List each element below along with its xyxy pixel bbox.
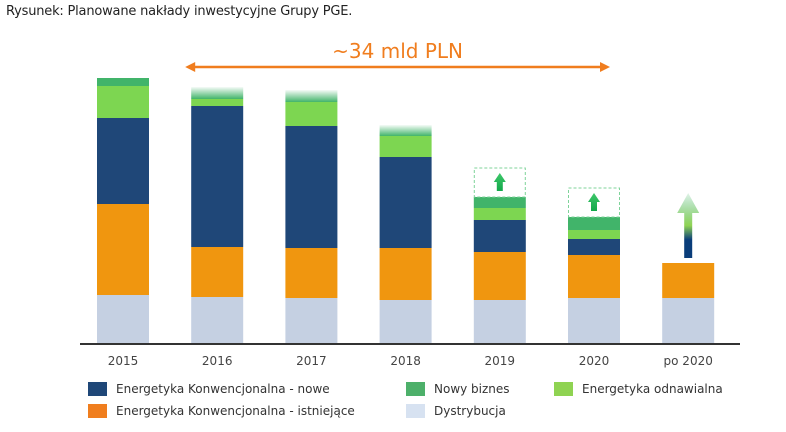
legend-label: Energetyka Konwencjonalna - istniejące xyxy=(116,404,355,418)
bar-dystrybucja-po-2020 xyxy=(662,298,715,343)
bar-energetyka-konwencjonalna-istniejace-2016 xyxy=(191,247,244,297)
x-tick-label: 2018 xyxy=(390,354,421,368)
x-tick-label: 2016 xyxy=(202,354,233,368)
bar-energetyka-konwencjonalna-nowe-2019 xyxy=(473,220,526,252)
bar-energetyka-odnawialna-2015 xyxy=(97,86,149,118)
bar-energetyka-odnawialna-2019 xyxy=(473,208,526,220)
up-arrow-icon xyxy=(677,193,700,258)
legend-label: Energetyka Konwencjonalna - nowe xyxy=(116,382,330,396)
legend-swatch xyxy=(406,404,425,418)
legend-item-energetyka-konwencjonalna-istniejace: Energetyka Konwencjonalna - istniejące xyxy=(88,404,355,418)
legend-swatch xyxy=(554,382,573,396)
bar-dystrybucja-2018 xyxy=(379,300,432,343)
uncertain-top-2017 xyxy=(285,90,338,102)
bar-energetyka-konwencjonalna-istniejace-2020 xyxy=(568,255,620,298)
x-tick-label: 2017 xyxy=(296,354,327,368)
stacked-bar-chart: ~34 mld PLN 2015 2016 2017 2018 2019 2020 po 2… xyxy=(80,39,740,368)
legend-item-energetyka-odnawialna: Energetyka odnawialna xyxy=(554,382,723,396)
bar-energetyka-odnawialna-2020 xyxy=(568,230,620,239)
bar-energetyka-konwencjonalna-nowe-2018 xyxy=(379,157,432,248)
bar-dystrybucja-2017 xyxy=(285,298,338,343)
bar-nowy-biznes-2015 xyxy=(97,78,149,86)
x-tick-label: po 2020 xyxy=(664,354,713,368)
uncertain-box-2020 xyxy=(568,187,620,218)
legend-item-dystrybucja: Dystrybucja xyxy=(406,404,506,418)
bar-energetyka-konwencjonalna-istniejace-po-2020 xyxy=(662,263,715,298)
total-annotation: ~34 mld PLN xyxy=(185,39,610,72)
legend-label: Dystrybucja xyxy=(434,404,506,418)
legend-label: Energetyka odnawialna xyxy=(582,382,723,396)
bar-nowy-biznes-2020 xyxy=(568,217,620,230)
bar-energetyka-konwencjonalna-istniejace-2018 xyxy=(379,248,432,300)
bar-energetyka-konwencjonalna-istniejace-2017 xyxy=(285,248,338,298)
up-arrow-icon xyxy=(493,173,506,191)
bar-energetyka-konwencjonalna-nowe-2020 xyxy=(568,239,620,255)
legend-swatch xyxy=(88,404,107,418)
bar-energetyka-konwencjonalna-istniejace-2019 xyxy=(473,252,526,300)
bar-energetyka-konwencjonalna-nowe-2017 xyxy=(285,126,338,248)
arrow-left-icon xyxy=(185,62,196,72)
x-tick-label: 2015 xyxy=(108,354,139,368)
legend-swatch xyxy=(88,382,107,396)
bar-dystrybucja-2016 xyxy=(191,297,244,343)
uncertain-box-2019 xyxy=(473,167,526,198)
bar-nowy-biznes-2019 xyxy=(473,197,526,208)
bar-energetyka-odnawialna-2018 xyxy=(379,136,432,157)
figure-caption: Rysunek: Planowane nakłady inwestycyjne … xyxy=(6,4,353,19)
bar-energetyka-konwencjonalna-nowe-2016 xyxy=(191,106,244,247)
legend-swatch xyxy=(406,382,425,396)
x-tick-label: 2019 xyxy=(485,354,516,368)
x-tick-label: 2020 xyxy=(579,354,610,368)
uncertain-top-2018 xyxy=(379,125,432,136)
bar-dystrybucja-2015 xyxy=(97,295,149,343)
uncertain-top-2016 xyxy=(191,87,244,99)
bar-dystrybucja-2019 xyxy=(473,300,526,343)
bar-dystrybucja-2020 xyxy=(568,298,620,343)
bar-energetyka-odnawialna-2017 xyxy=(285,102,338,126)
legend-label: Nowy biznes xyxy=(434,382,510,396)
legend-item-nowy-biznes: Nowy biznes xyxy=(406,382,510,396)
bar-energetyka-konwencjonalna-nowe-2015 xyxy=(97,118,149,204)
bar-energetyka-konwencjonalna-istniejace-2015 xyxy=(97,204,149,295)
arrow-right-icon xyxy=(600,62,610,72)
legend-item-energetyka-konwencjonalna-nowe: Energetyka Konwencjonalna - nowe xyxy=(88,382,330,396)
up-arrow-icon xyxy=(588,193,600,211)
annotation-label: ~34 mld PLN xyxy=(332,39,463,63)
bar-energetyka-odnawialna-2016 xyxy=(191,99,244,106)
